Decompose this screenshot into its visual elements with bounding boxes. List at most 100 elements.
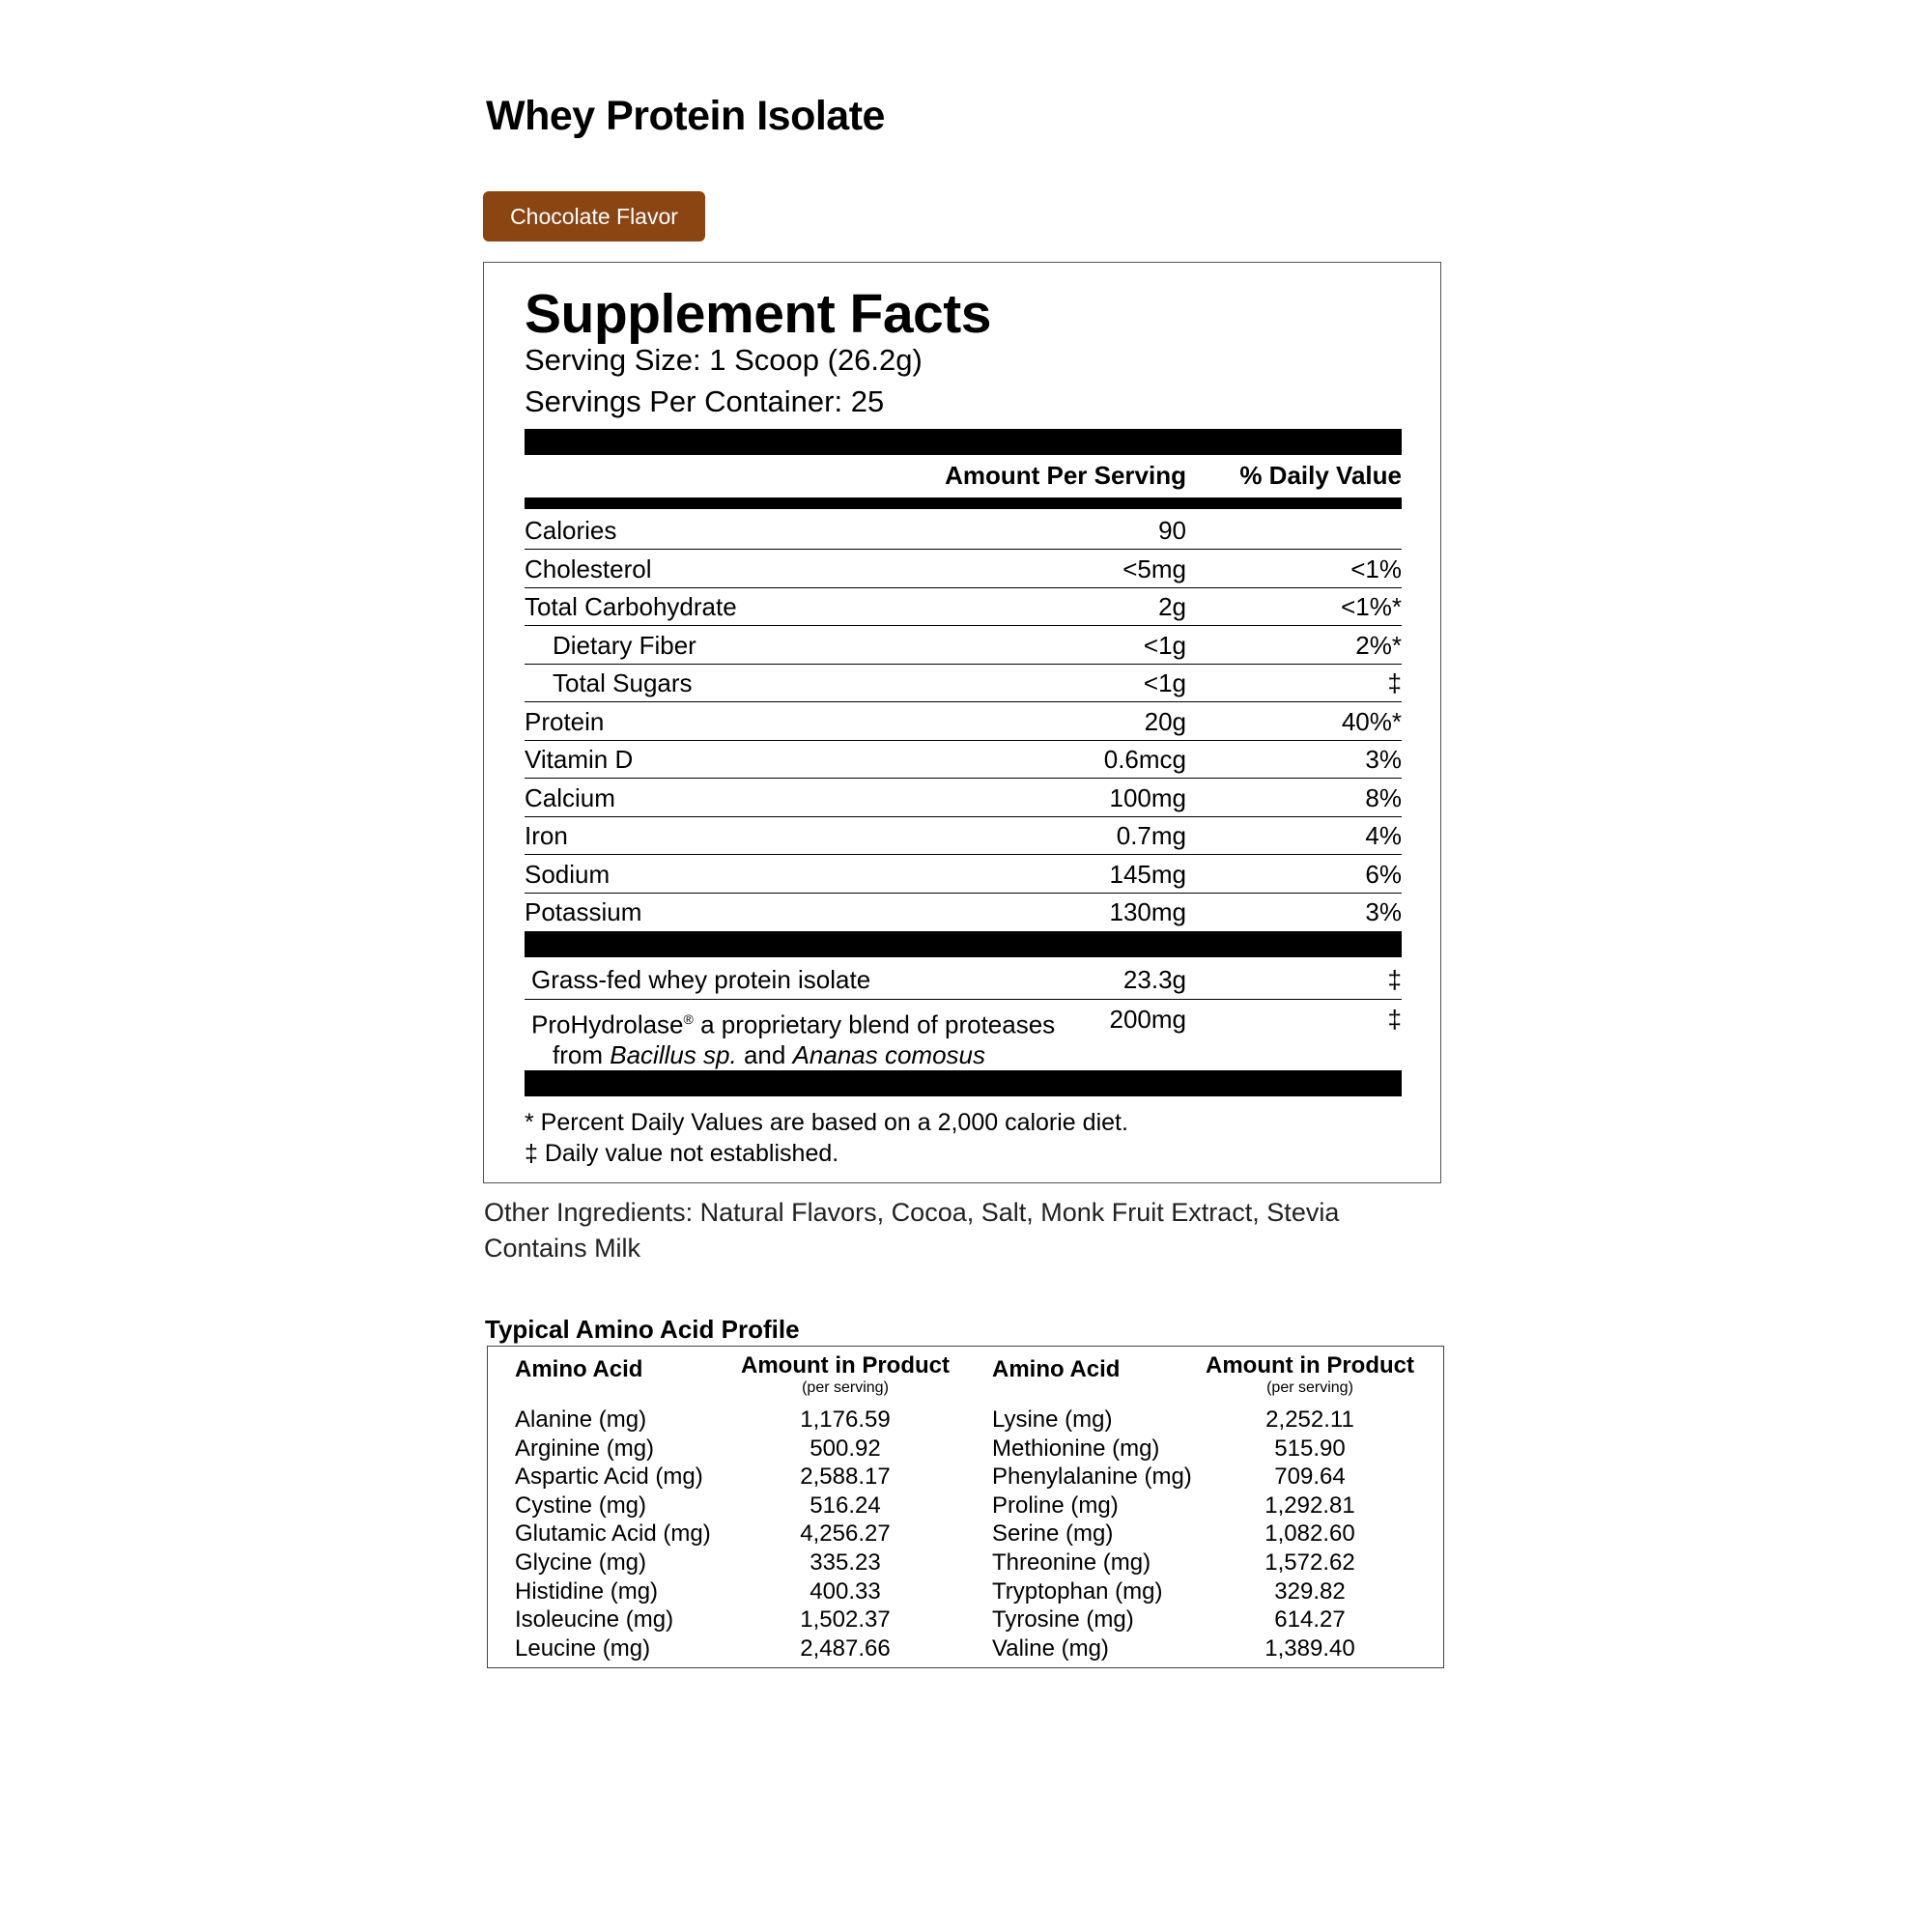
amino-name: Methionine (mg): [992, 1435, 1160, 1462]
amino-name: Lysine (mg): [992, 1406, 1113, 1433]
amino-value: 2,252.11: [1265, 1406, 1354, 1433]
nutrient-name: Grass-fed whey protein isolate: [531, 965, 871, 994]
amino-value: 614.27: [1274, 1606, 1346, 1634]
amino-value: 1,502.37: [800, 1606, 891, 1634]
col-amount: Amount in Product: [741, 1352, 950, 1378]
nutrient-dv: <1%*: [1341, 592, 1402, 621]
nutrient-amount: 20g: [1144, 706, 1186, 736]
amino-name: Phenylalanine (mg): [992, 1463, 1192, 1491]
nutrient-row: Total Sugars <1g ‡: [525, 665, 1402, 702]
amino-name: Threonine (mg): [992, 1549, 1151, 1576]
nutrient-row: Cholesterol <5mg <1%: [525, 551, 1402, 588]
other-ingredients: Other Ingredients: Natural Flavors, Coco…: [484, 1195, 1339, 1266]
amino-name: Glycine (mg): [515, 1549, 647, 1576]
amino-name: Valine (mg): [992, 1634, 1109, 1662]
nutrient-dv: ‡: [1387, 965, 1402, 994]
nutrient-amount: 0.7mg: [1116, 821, 1186, 850]
footnote-dv: * Percent Daily Values are based on a 2,…: [525, 1109, 1128, 1136]
blend-row: Grass-fed whey protein isolate 23.3g ‡: [525, 961, 1402, 1000]
allergen-statement: Contains Milk: [484, 1234, 641, 1263]
col-amino-acid: Amino Acid: [515, 1356, 643, 1382]
nutrient-name: Sodium: [525, 859, 611, 889]
nutrient-row: Vitamin D 0.6mcg 3%: [525, 741, 1402, 779]
nutrient-amount: <1g: [1143, 668, 1186, 697]
nutrient-dv: 3%: [1365, 745, 1402, 774]
thick-divider: [525, 429, 1402, 455]
col-subheader: (per serving): [802, 1379, 889, 1396]
amino-value: 1,572.62: [1264, 1549, 1355, 1576]
nutrient-amount: 130mg: [1109, 897, 1187, 926]
nutrient-name: Calories: [525, 516, 617, 545]
nutrient-name: ProHydrolase® a proprietary blend of pro…: [531, 1009, 1056, 1069]
other-ingredients-text: Other Ingredients: Natural Flavors, Coco…: [484, 1198, 1340, 1227]
amino-value: 2,487.66: [800, 1634, 891, 1662]
serving-size: Serving Size: 1 Scoop (26.2g): [525, 343, 923, 377]
amino-value: 500.92: [810, 1435, 881, 1462]
amino-value: 329.82: [1274, 1577, 1346, 1605]
nutrient-row: Calcium 100mg 8%: [525, 780, 1402, 817]
nutrient-dv: ‡: [1387, 668, 1402, 697]
facts-title: Supplement Facts: [525, 283, 991, 345]
thick-divider: [525, 931, 1402, 957]
nutrient-name: Total Sugars: [553, 668, 693, 697]
nutrient-dv: 2%*: [1355, 630, 1402, 660]
nutrient-amount: <5mg: [1122, 554, 1186, 583]
col-amount-header: Amount Per Serving: [945, 461, 1186, 490]
nutrient-dv: 8%: [1365, 782, 1402, 812]
nutrient-name: Potassium: [525, 897, 642, 926]
nutrient-amount: <1g: [1143, 630, 1186, 660]
footnote-not-established: ‡ Daily value not established.: [525, 1140, 839, 1167]
nutrient-name: Iron: [525, 821, 568, 850]
nutrient-amount: 0.6mcg: [1103, 745, 1186, 774]
col-dv-header: % Daily Value: [1239, 461, 1402, 490]
amino-name: Alanine (mg): [515, 1406, 647, 1433]
nutrient-name: Dietary Fiber: [553, 630, 696, 660]
amino-value: 1,176.59: [800, 1406, 891, 1433]
nutrient-amount: 90: [1158, 516, 1186, 545]
amino-value: 1,292.81: [1264, 1492, 1355, 1519]
amino-name: Aspartic Acid (mg): [515, 1463, 703, 1491]
nutrient-row: Protein 20g 40%*: [525, 703, 1402, 741]
nutrient-dv: 40%*: [1341, 706, 1402, 736]
amino-value: 709.64: [1274, 1463, 1346, 1491]
servings-per-container: Servings Per Container: 25: [525, 384, 885, 418]
amino-value: 2,588.17: [800, 1463, 891, 1491]
thick-divider: [525, 1070, 1402, 1096]
nutrient-name: Protein: [525, 706, 605, 736]
medium-divider: [525, 497, 1402, 509]
nutrient-row: Dietary Fiber <1g 2%*: [525, 627, 1402, 665]
amino-value: 516.24: [810, 1492, 881, 1519]
amino-value: 1,389.40: [1264, 1634, 1355, 1662]
nutrient-row: Potassium 130mg 3%: [525, 894, 1402, 931]
nutrient-amount: 2g: [1158, 592, 1186, 621]
nutrient-amount: 145mg: [1109, 859, 1187, 889]
amino-acid-table: Amino Acid Amount in Product (per servin…: [487, 1346, 1444, 1668]
amino-name: Histidine (mg): [515, 1577, 659, 1605]
col-subheader: (per serving): [1266, 1379, 1353, 1396]
amino-name: Glutamic Acid (mg): [515, 1520, 711, 1548]
amino-name: Isoleucine (mg): [515, 1606, 674, 1634]
nutrient-name: Vitamin D: [525, 745, 634, 774]
amino-name: Tyrosine (mg): [992, 1606, 1134, 1634]
blend-row: ProHydrolase® a proprietary blend of pro…: [525, 1003, 1402, 1070]
nutrient-row: Total Carbohydrate 2g <1%*: [525, 588, 1402, 626]
nutrient-dv: 4%: [1365, 821, 1402, 850]
nutrient-row: Sodium 145mg 6%: [525, 856, 1402, 894]
amino-name: Tryptophan (mg): [992, 1577, 1163, 1605]
nutrient-name: Calcium: [525, 782, 615, 812]
product-title: Whey Protein Isolate: [486, 93, 885, 139]
nutrient-amount: 23.3g: [1122, 965, 1186, 994]
nutrient-dv: ‡: [1387, 1005, 1402, 1034]
amino-name: Leucine (mg): [515, 1634, 651, 1662]
nutrient-dv: 6%: [1365, 859, 1402, 889]
nutrient-dv: <1%: [1350, 554, 1402, 583]
nutrient-row: Calories 90: [525, 512, 1402, 550]
nutrient-name: Cholesterol: [525, 554, 652, 583]
col-amino-acid: Amino Acid: [992, 1356, 1121, 1382]
column-header: Amount Per Serving % Daily Value: [525, 461, 1402, 494]
nutrient-amount: 200mg: [1109, 1005, 1187, 1034]
amino-value: 400.33: [810, 1577, 881, 1605]
amino-name: Serine (mg): [992, 1520, 1114, 1548]
amino-value: 4,256.27: [800, 1520, 891, 1548]
supplement-facts-panel: Supplement Facts Serving Size: 1 Scoop (…: [483, 262, 1441, 1183]
